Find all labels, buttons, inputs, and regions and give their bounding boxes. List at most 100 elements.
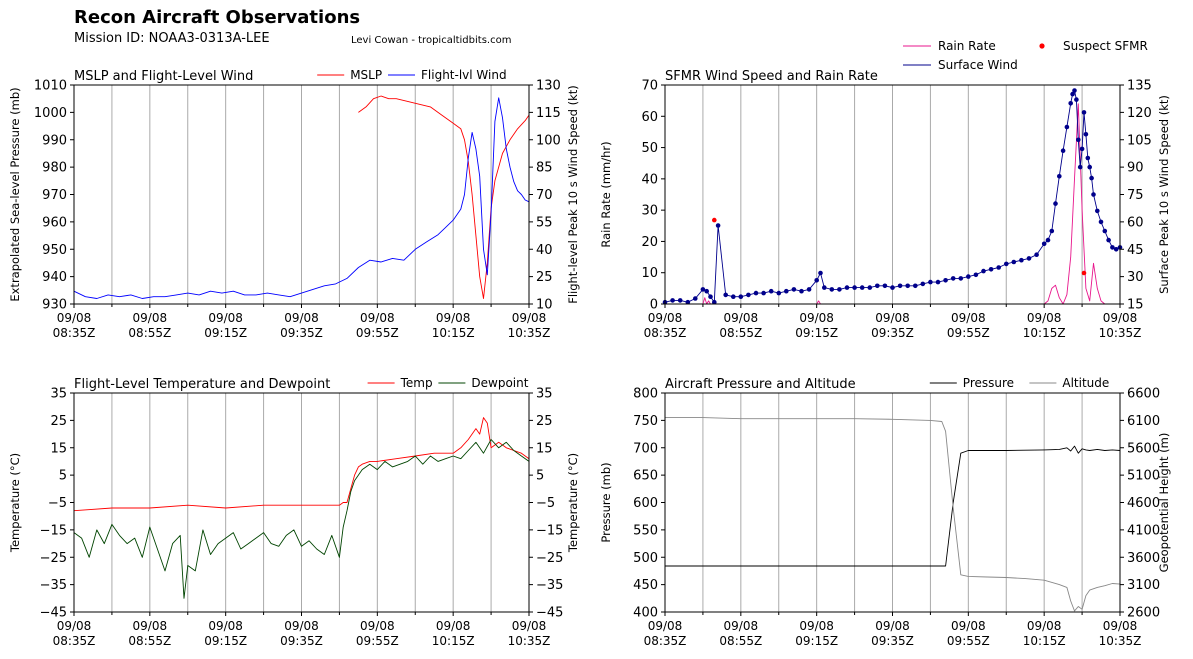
p4-ytick-label: 650 bbox=[633, 469, 658, 484]
p1-xtick-time: 10:15Z bbox=[432, 326, 475, 340]
p1-chart: 9309409509609709809901000101010254055708… bbox=[8, 68, 580, 340]
p1-ytick2-label: 100 bbox=[536, 133, 561, 148]
suspect-legend-label: Suspect SFMR bbox=[1063, 39, 1148, 53]
p1-xtick-time: 09:55Z bbox=[356, 326, 399, 340]
p1-xtick-date: 09/08 bbox=[57, 311, 92, 325]
p2-point bbox=[708, 294, 713, 300]
p3-ytick-label: −45 bbox=[40, 606, 67, 621]
p3-ytick-label: −35 bbox=[40, 578, 67, 593]
p2-point bbox=[731, 294, 736, 300]
p1-ylabel: Extrapolated Sea-level Pressure (mb) bbox=[8, 87, 22, 301]
p2-ytick2-label: 15 bbox=[1127, 298, 1144, 313]
p3-ytick-label: 5 bbox=[59, 469, 67, 484]
p2-point bbox=[1085, 155, 1091, 161]
p2-point bbox=[905, 283, 910, 289]
p1-ytick2-label: 40 bbox=[536, 243, 553, 258]
p2-ytick2-label: 90 bbox=[1127, 161, 1144, 176]
p2-point bbox=[768, 288, 774, 294]
p4-xtick-date: 09/08 bbox=[875, 619, 910, 633]
p2-point bbox=[1076, 137, 1081, 143]
p4-xtick-time: 09:35Z bbox=[871, 634, 914, 648]
p2-ytick-label: 40 bbox=[641, 172, 658, 187]
p2-point bbox=[1026, 256, 1032, 261]
p2-xtick-time: 09:15Z bbox=[795, 326, 838, 340]
p3-xtick-date: 09/08 bbox=[57, 619, 92, 633]
p2-point bbox=[1110, 245, 1115, 250]
p4-ytick2-label: 4600 bbox=[1127, 496, 1160, 511]
p2-point bbox=[1087, 164, 1092, 170]
p2-ytick2-label: 75 bbox=[1127, 188, 1144, 203]
p2-ytick-label: 70 bbox=[641, 79, 658, 94]
p3-ytick-label: 25 bbox=[50, 414, 67, 429]
p1-xtick-date: 09/08 bbox=[133, 311, 168, 325]
p2-point bbox=[1074, 97, 1079, 102]
p4-chart: 400 450 500 550 600 650 700 750 800 2600 3100 3600 4… bbox=[599, 376, 1171, 648]
p4-ytick-label: 700 bbox=[633, 441, 658, 456]
p4-xtick-time: 10:15Z bbox=[1023, 634, 1066, 648]
p4-ylabel2: Geopotential Height (m) bbox=[1157, 433, 1171, 573]
p2-xtick-date: 09/08 bbox=[1027, 311, 1062, 325]
p2-point bbox=[1057, 174, 1062, 179]
p2-chart: 0 10 20 30 40 50 60 70 15 30 45 60 75 90 105 120 135 09/0… bbox=[599, 69, 1171, 340]
top-legend: Rain Rate Surface Wind Suspect SFMR bbox=[903, 39, 1148, 72]
p2-xtick-time: 09:35Z bbox=[871, 326, 914, 340]
p1-ytick-label: 1010 bbox=[34, 79, 67, 94]
p2-ytick2-label: 105 bbox=[1127, 133, 1152, 148]
p2-point bbox=[1091, 192, 1096, 197]
p3-legend-label: Dewpoint bbox=[471, 376, 528, 390]
p2-point bbox=[988, 267, 994, 272]
p2-point bbox=[685, 299, 691, 305]
p2-point bbox=[1060, 148, 1066, 153]
p1-ytick2-label: 70 bbox=[536, 188, 553, 203]
p1-xtick-time: 08:35Z bbox=[53, 326, 96, 340]
p2-point bbox=[928, 279, 933, 285]
p4-ytick2-label: 5100 bbox=[1127, 469, 1160, 484]
p2-point bbox=[670, 298, 675, 303]
p4-legend-label: Altitude bbox=[1062, 376, 1109, 390]
p4-ytick2-label: 2600 bbox=[1127, 606, 1160, 621]
p4-ytick-label: 400 bbox=[633, 606, 658, 621]
p1-ytick2-label: 55 bbox=[536, 215, 553, 230]
p2-point bbox=[1081, 270, 1087, 276]
p4-legend-label: Pressure bbox=[963, 376, 1014, 390]
p2-point bbox=[677, 298, 683, 303]
p3-xtick-date: 09/08 bbox=[436, 619, 471, 633]
p2-point bbox=[1053, 201, 1058, 206]
p2-xtick-time: 09:55Z bbox=[947, 326, 990, 340]
p2-xtick-date: 09/08 bbox=[648, 311, 683, 325]
p2-point bbox=[1004, 261, 1009, 267]
p1-ytick2-label: 85 bbox=[536, 161, 553, 176]
p1-ytick-label: 990 bbox=[42, 133, 67, 148]
p4-xtick-time: 09:55Z bbox=[947, 634, 990, 648]
p2-point bbox=[1019, 257, 1024, 263]
p3-ytick2-label: 35 bbox=[536, 387, 553, 402]
p4-xtick-time: 08:55Z bbox=[719, 634, 762, 648]
mission-id: Mission ID: NOAA3-0313A-LEE bbox=[74, 31, 270, 46]
p4-xtick-date: 09/08 bbox=[648, 619, 683, 633]
p2-point bbox=[996, 265, 1001, 270]
p2-point bbox=[806, 287, 812, 292]
p4-ytick-label: 550 bbox=[633, 523, 658, 538]
p1-series-mslp bbox=[358, 95, 530, 299]
p2-point bbox=[700, 287, 706, 292]
p1-ytick-label: 970 bbox=[42, 188, 67, 203]
p2-ylabel2: Surface Peak 10 s Wind Speed (kt) bbox=[1157, 95, 1171, 294]
p2-point bbox=[761, 290, 766, 296]
p1-xtick-date: 09/08 bbox=[512, 311, 547, 325]
p4-xtick-date: 09/08 bbox=[1103, 619, 1138, 633]
p1-xtick-date: 09/08 bbox=[208, 311, 243, 325]
p3-xtick-date: 09/08 bbox=[208, 619, 243, 633]
p2-ytick-label: 0 bbox=[650, 298, 658, 313]
p1-legend-label: MSLP bbox=[350, 68, 382, 82]
p2-ytick-label: 50 bbox=[641, 141, 658, 156]
p3-title: Flight-Level Temperature and Dewpoint bbox=[74, 377, 330, 392]
p4-xtick-date: 09/08 bbox=[1027, 619, 1062, 633]
p2-point bbox=[1083, 132, 1089, 137]
surface-legend-label: Surface Wind bbox=[938, 58, 1018, 72]
p4-ytick2-label: 3100 bbox=[1127, 578, 1160, 593]
p2-point bbox=[704, 288, 709, 294]
p2-point bbox=[1011, 259, 1017, 265]
p2-point bbox=[1041, 241, 1047, 247]
p3-xtick-time: 10:15Z bbox=[432, 634, 475, 648]
